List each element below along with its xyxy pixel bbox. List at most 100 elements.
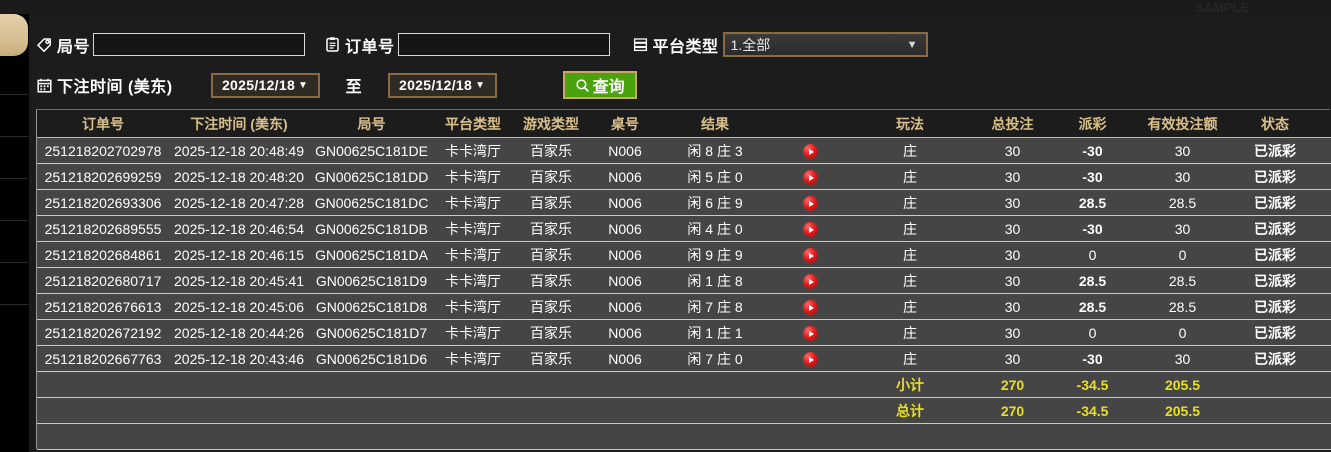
table-row[interactable]: 251218202693306 2025-12-18 20:47:28 GN0062… (37, 189, 1331, 216)
cell-replay (770, 267, 850, 294)
play-icon[interactable] (802, 196, 818, 212)
table-row[interactable]: 251218202672192 2025-12-18 20:44:26 GN0062… (37, 319, 1331, 346)
summary-spacer (770, 397, 850, 424)
cell-bet_time: 2025-12-18 20:45:06 (169, 293, 309, 320)
order-id-input[interactable] (397, 33, 610, 56)
cell-order_id: 251218202702978 (37, 137, 169, 164)
empty-cell (1235, 423, 1315, 450)
search-icon (575, 78, 590, 93)
bet-time-from-picker[interactable]: 2025/12/18 ▼ (210, 72, 320, 98)
cell-bet_time: 2025-12-18 20:45:41 (169, 267, 309, 294)
play-icon[interactable] (802, 326, 818, 342)
play-icon[interactable] (802, 300, 818, 316)
cell-table_no: N006 (590, 345, 660, 372)
cell-table_no: N006 (590, 293, 660, 320)
summary-spacer (660, 371, 770, 398)
cell-bet_time: 2025-12-18 20:46:15 (169, 241, 309, 268)
cell-total_bet: 30 (970, 293, 1055, 320)
cell-valid_bet: 28.5 (1130, 267, 1235, 294)
summary-label: 总计 (850, 397, 970, 424)
table-row[interactable]: 251218202680717 2025-12-18 20:45:41 GN0062… (37, 267, 1331, 294)
col-header-table-no: 桌号 (590, 110, 660, 138)
table-row[interactable]: 251218202667763 2025-12-18 20:43:46 GN0062… (37, 345, 1331, 372)
cell-game_mode: - (1315, 137, 1331, 164)
cell-table_no: N006 (590, 163, 660, 190)
cell-result: 闲 6 庄 9 (660, 189, 770, 216)
rail-divider (0, 304, 28, 305)
tag-icon (36, 36, 53, 53)
summary-spacer (434, 371, 512, 398)
cell-total_bet: 30 (970, 137, 1055, 164)
cell-result: 闲 4 庄 0 (660, 215, 770, 242)
col-header-total-bet: 总投注 (970, 110, 1055, 138)
rail-tab-handle[interactable] (0, 14, 28, 56)
cell-play_type: 庄 (850, 293, 970, 320)
platform-type-label: 平台类型 (632, 33, 719, 57)
platform-type-selected-value: 1.全部 (730, 36, 771, 53)
cell-game_type: 百家乐 (512, 293, 590, 320)
summary-spacer (309, 397, 434, 424)
rail-divider (0, 262, 28, 263)
table-summary-row: 总计 270 -34.5 205.5 (37, 397, 1331, 424)
table-row[interactable]: 251218202676613 2025-12-18 20:45:06 GN0062… (37, 293, 1331, 320)
table-row[interactable]: 251218202684861 2025-12-18 20:46:15 GN0062… (37, 241, 1331, 268)
query-button[interactable]: 查询 (562, 71, 637, 99)
cell-valid_bet: 30 (1130, 137, 1235, 164)
summary-spacer (434, 397, 512, 424)
round-id-input[interactable] (93, 33, 306, 56)
rail-divider (0, 220, 28, 221)
background-ghost-text-a: SAMPLE (1195, 0, 1250, 15)
cell-total_bet: 30 (970, 319, 1055, 346)
cell-game_type: 百家乐 (512, 267, 590, 294)
cell-payout: 28.5 (1055, 189, 1130, 216)
cell-bet_time: 2025-12-18 20:44:26 (169, 319, 309, 346)
cell-payout: 0 (1055, 241, 1130, 268)
cell-valid_bet: 30 (1130, 345, 1235, 372)
platform-type-select[interactable]: 1.全部 ▼ (722, 32, 928, 57)
cell-game_mode: - (1315, 215, 1331, 242)
bet-time-to-picker[interactable]: 2025/12/18 ▼ (387, 72, 497, 98)
play-icon[interactable] (802, 170, 818, 186)
cell-table_no: N006 (590, 137, 660, 164)
col-header-round-id: 局号 (309, 110, 434, 138)
cell-replay (770, 163, 850, 190)
col-header-bet-time: 下注时间 (美东) (169, 110, 309, 138)
table-row[interactable]: 251218202699259 2025-12-18 20:48:20 GN0062… (37, 163, 1331, 190)
play-icon[interactable] (802, 274, 818, 290)
cell-order_id: 251218202699259 (37, 163, 169, 190)
cell-status: 已派彩 (1235, 137, 1315, 164)
play-icon[interactable] (802, 144, 818, 160)
cell-table_no: N006 (590, 319, 660, 346)
cell-total_bet: 30 (970, 267, 1055, 294)
cell-bet_time: 2025-12-18 20:46:54 (169, 215, 309, 242)
cell-round_id: GN00625C181DB (309, 215, 434, 242)
cell-platform: 卡卡湾厅 (434, 319, 512, 346)
bet-records-table: 订单号 下注时间 (美东) 局号 平台类型 游戏类型 桌号 结果 玩法 总投注 … (37, 110, 1331, 450)
table-row[interactable]: 251218202702978 2025-12-18 20:48:49 GN0062… (37, 137, 1331, 164)
cell-game_mode: - (1315, 345, 1331, 372)
filter-row-secondary: 下注时间 (美东) 2025/12/18 ▼ 至 2025/12/18 ▼ 查询 (36, 71, 637, 99)
cell-valid_bet: 0 (1130, 241, 1235, 268)
play-icon[interactable] (802, 248, 818, 264)
summary-spacer (590, 397, 660, 424)
cell-total_bet: 30 (970, 345, 1055, 372)
summary-payout: -34.5 (1055, 371, 1130, 398)
play-icon[interactable] (802, 222, 818, 238)
cell-game_type: 百家乐 (512, 163, 590, 190)
cell-replay (770, 215, 850, 242)
cell-replay (770, 137, 850, 164)
empty-cell (1315, 423, 1331, 450)
cell-total_bet: 30 (970, 215, 1055, 242)
background-top-strip (0, 0, 1331, 14)
cell-status: 已派彩 (1235, 189, 1315, 216)
cell-game_type: 百家乐 (512, 345, 590, 372)
bet-records-panel: 局号 订单号 (29, 14, 1331, 452)
cell-result: 闲 7 庄 8 (660, 293, 770, 320)
table-row[interactable]: 251218202689555 2025-12-18 20:46:54 GN0062… (37, 215, 1331, 242)
cell-payout: -30 (1055, 215, 1130, 242)
cell-order_id: 251218202684861 (37, 241, 169, 268)
play-icon[interactable] (802, 352, 818, 368)
list-icon (632, 36, 649, 53)
cell-round_id: GN00625C181D6 (309, 345, 434, 372)
empty-cell (512, 423, 590, 450)
